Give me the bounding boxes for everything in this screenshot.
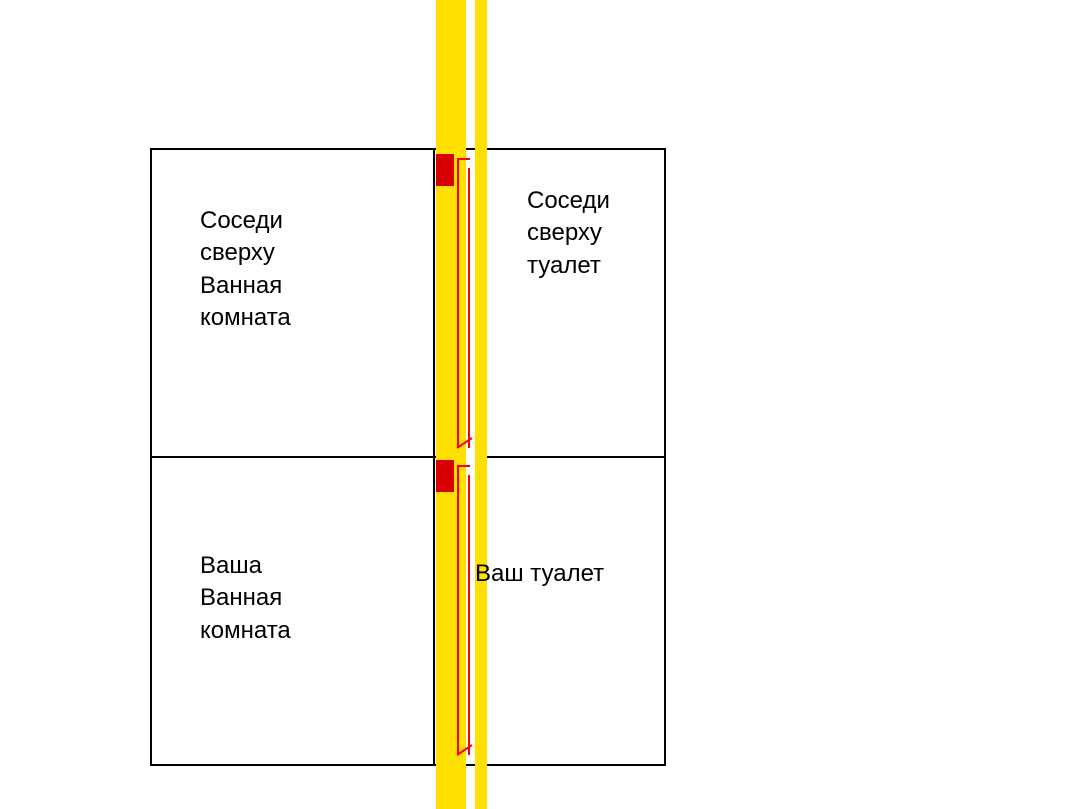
label-lower-right: Ваш туалет (475, 558, 604, 590)
lower-branch-h1 (457, 465, 470, 467)
label-upper-right: Соседи сверху туалет (527, 185, 610, 282)
main-pipe-right-overlay (475, 0, 487, 809)
grid-h-divider-left (150, 456, 436, 458)
grid-h-divider-right (487, 456, 666, 458)
upper-branch-v2 (468, 168, 470, 448)
grid-bottom (150, 764, 666, 766)
label-upper-left: Соседи сверху Ванная комната (200, 205, 291, 335)
upper-branch-v1 (457, 158, 459, 448)
main-pipe-left-overlay (436, 0, 466, 809)
plumbing-diagram: Соседи сверху Ванная комната Соседи свер… (0, 0, 1087, 809)
lower-branch-v2 (468, 475, 470, 755)
grid-v-divider (433, 148, 435, 766)
lower-branch-diag (455, 743, 475, 759)
grid-top (150, 148, 666, 150)
label-lower-left: Ваша Ванная комната (200, 550, 291, 647)
lower-valve (436, 460, 454, 492)
lower-branch-v1 (457, 465, 459, 755)
upper-valve (436, 154, 454, 186)
upper-branch-diag (455, 436, 475, 452)
upper-branch-h1 (457, 158, 470, 160)
